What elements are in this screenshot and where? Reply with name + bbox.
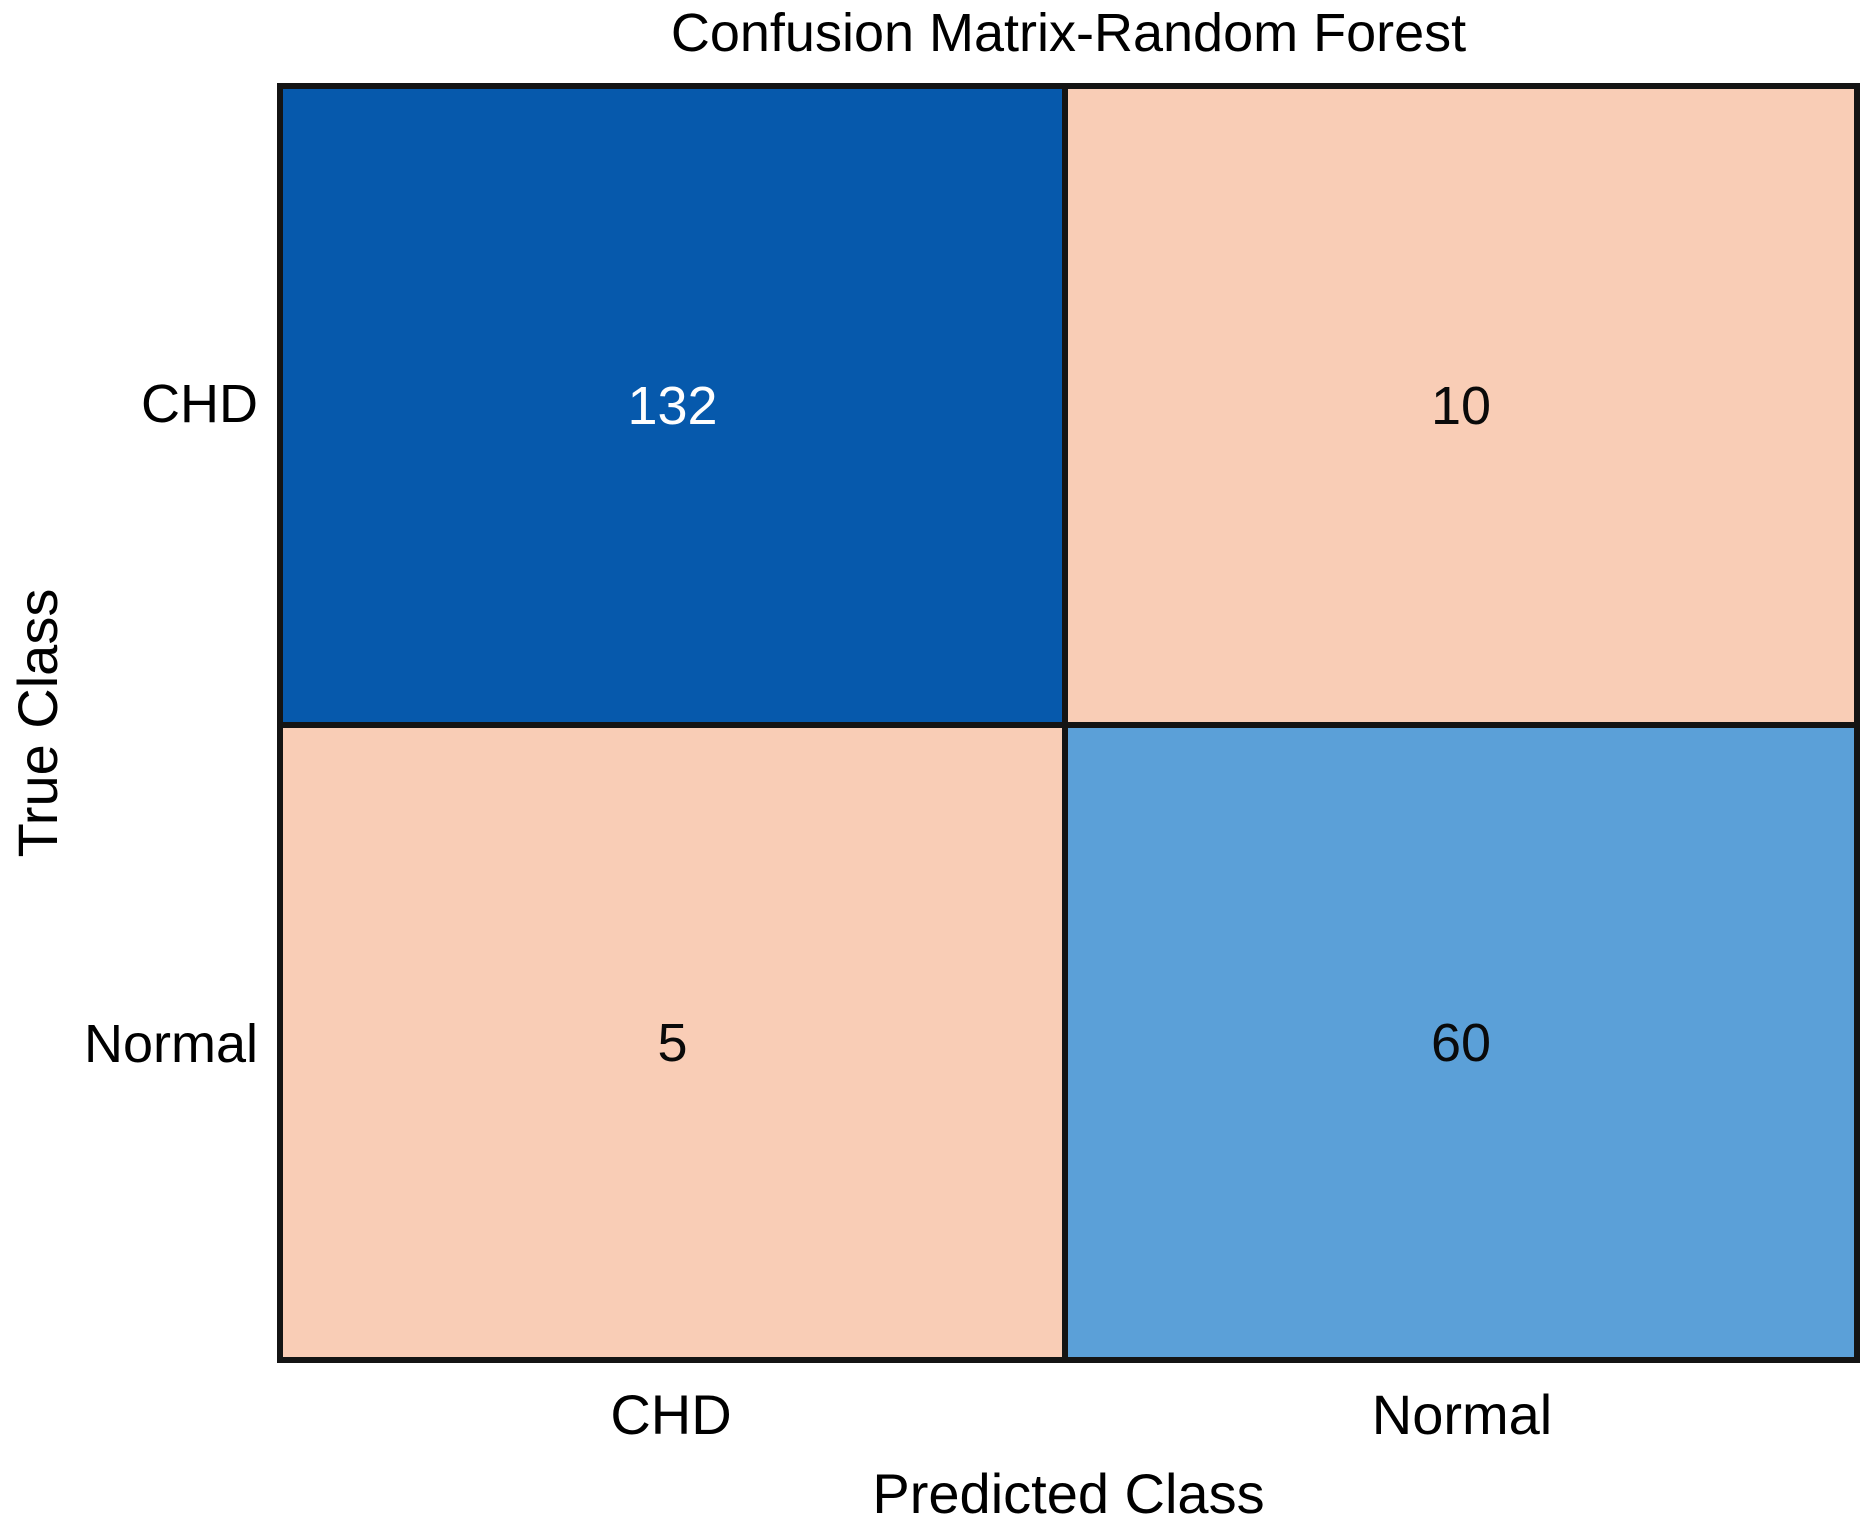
- confusion-matrix-grid: 132 10 5 60: [277, 83, 1860, 1363]
- matrix-cell-true-normal-pred-normal: 60: [1068, 728, 1854, 1357]
- cell-value: 132: [627, 375, 718, 436]
- y-tick-label-normal: Normal: [83, 1014, 258, 1074]
- matrix-cell-true-chd-pred-normal: 10: [1068, 89, 1854, 728]
- y-tick-label-chd: CHD: [141, 374, 258, 434]
- x-tick-label-chd: CHD: [610, 1383, 732, 1446]
- y-axis-title: True Class: [6, 588, 69, 858]
- x-axis-title: Predicted Class: [872, 1462, 1265, 1525]
- cell-value: 5: [657, 1012, 688, 1073]
- matrix-cell-true-normal-pred-chd: 5: [283, 728, 1068, 1357]
- matrix-cell-true-chd-pred-chd: 132: [283, 89, 1068, 728]
- chart-title: Confusion Matrix-Random Forest: [670, 3, 1467, 63]
- cell-value: 10: [1430, 375, 1492, 436]
- x-tick-label-normal: Normal: [1371, 1383, 1553, 1446]
- cell-value: 60: [1430, 1012, 1492, 1073]
